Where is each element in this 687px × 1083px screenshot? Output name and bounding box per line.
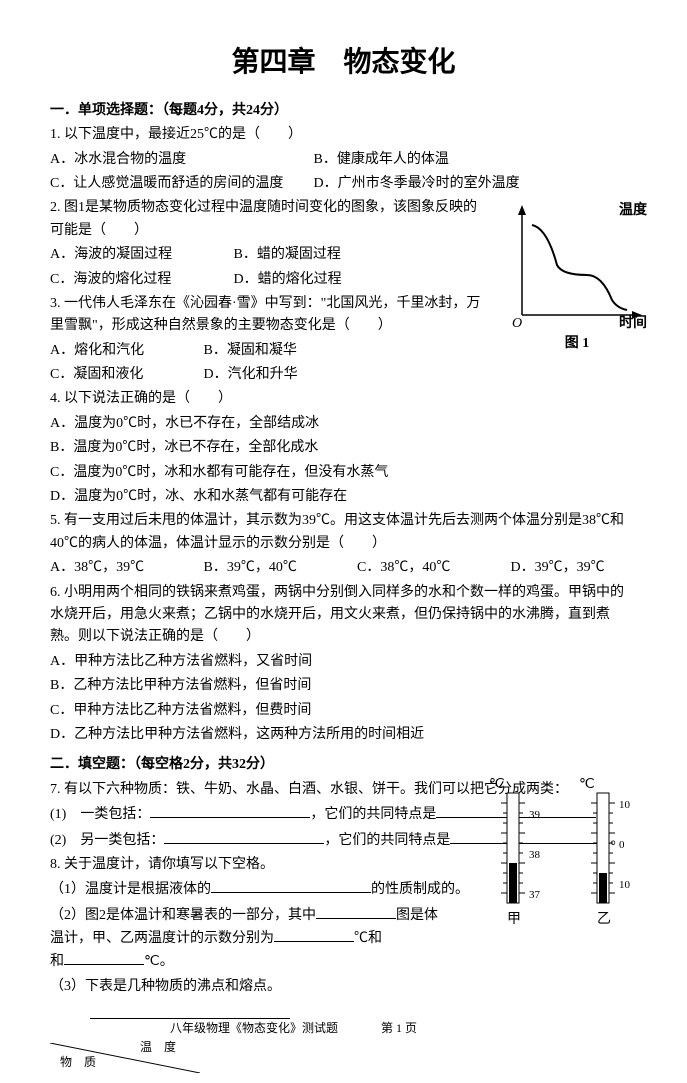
fig2-jia-tick-0: 39 xyxy=(529,809,541,821)
q6-opt-c: C．甲种方法比乙种方法省燃料，但费时间 xyxy=(50,700,637,722)
figure-2: ℃ 39 38 37 甲 ℃ xyxy=(467,773,647,941)
footer-label: 八年级物理《物态变化》测试题 xyxy=(170,1019,338,1038)
q1-opt-b: B．健康成年人的体温 xyxy=(314,149,574,171)
fig2-jia-tick-2: 37 xyxy=(529,889,541,901)
fig2-yi-tick-1: 0 xyxy=(619,839,625,851)
q7-line2a: (2) 另一类包括： xyxy=(50,833,164,848)
fig2-jia-label: 甲 xyxy=(507,912,521,927)
q8-line2d: ℃。 xyxy=(144,954,174,969)
figure-1: 温度 O 时间 图 1 xyxy=(507,200,647,356)
q5-opt-a: A．38℃，39℃ xyxy=(50,557,180,579)
q1-opt-a: A．冰水混合物的温度 xyxy=(50,149,310,171)
fig1-origin: O xyxy=(512,313,522,335)
fig2-yi-tick-0: 10 xyxy=(619,799,631,811)
fig1-xlabel: 时间 xyxy=(619,313,647,335)
q3-opt-d: D．汽化和升华 xyxy=(204,367,298,382)
q6-opt-a: A．甲种方法比乙种方法省燃料，又省时间 xyxy=(50,651,637,673)
q8-line1a: （1）温度计是根据液体的 xyxy=(50,882,211,897)
fig2-yi-tick-2: 10 xyxy=(619,879,631,891)
q7-line1b: ，它们的共同特点是 xyxy=(310,807,436,822)
section1-header: 一．单项选择题：（每题4分，共24分） xyxy=(50,100,637,122)
q4-opt-b: B．温度为0℃时，冰已不存在，全部化成水 xyxy=(50,437,637,459)
q7-line1a: (1) 一类包括： xyxy=(50,807,150,822)
q6-opt-d: D．乙种方法比甲种方法省燃料，这两种方法所用的时间相近 xyxy=(50,724,637,746)
fig2-unit-jia: ℃ xyxy=(489,777,505,792)
q8-line2c: ℃和 xyxy=(354,931,382,946)
q5-opt-b: B．39℃，40℃ xyxy=(204,557,334,579)
q3-opt-b: B．凝固和凝华 xyxy=(204,343,297,358)
blank xyxy=(64,950,144,965)
q3-opt-a: A．熔化和汽化 xyxy=(50,340,180,362)
q1-opt-d: D．广州市冬季最冷时的室外温度 xyxy=(314,173,574,195)
q5-opt-c: C．38℃，40℃ xyxy=(357,557,487,579)
q8-line3: （3）下表是几种物质的沸点和熔点。 xyxy=(50,976,637,998)
blank xyxy=(316,904,396,919)
fig1-ylabel: 温度 xyxy=(619,200,647,222)
q2-opt-b: B．蜡的凝固过程 xyxy=(234,247,341,262)
footer-page: 第 1 页 xyxy=(381,1021,417,1035)
q2-opt-c: C．海波的熔化过程 xyxy=(50,269,210,291)
fig2-jia-tick-1: 38 xyxy=(529,849,541,861)
q6-opt-b: B．乙种方法比甲种方法省燃料，但省时间 xyxy=(50,675,637,697)
q2-opt-d: D．蜡的熔化过程 xyxy=(234,272,342,287)
q7-line2b: ，它们的共同特点是 xyxy=(324,833,450,848)
q1-opt-c: C．让人感觉温暖而舒适的房间的温度 xyxy=(50,173,310,195)
blank xyxy=(164,829,324,844)
q5-opt-d: D．39℃，39℃ xyxy=(511,560,605,575)
blank xyxy=(274,927,354,942)
fig2-yi-label: 乙 xyxy=(597,911,611,927)
page-footer: 八年级物理《物态变化》测试题 第 1 页 物 质 温 度 xyxy=(50,1018,637,1038)
q8-line1b: 的性质制成的。 xyxy=(371,882,469,897)
q5-text: 5. 有一支用过后未甩的体温计，其示数为39℃。用这支体温计先后去测两个体温分别… xyxy=(50,510,637,555)
q6-text: 6. 小明用两个相同的铁锅来煮鸡蛋，两锅中分别倒入同样多的水和个数一样的鸡蛋。甲… xyxy=(50,582,637,649)
q3-opt-c: C．凝固和液化 xyxy=(50,364,180,386)
q4-text: 4. 以下说法正确的是（ ） xyxy=(50,388,637,410)
q4-opt-d: D．温度为0℃时，冰、水和水蒸气都有可能存在 xyxy=(50,486,637,508)
blank xyxy=(150,803,310,818)
q1-text: 1. 以下温度中，最接近25℃的是（ ） xyxy=(50,124,637,146)
fig2-unit-yi: ℃ xyxy=(579,777,595,792)
blank xyxy=(211,878,371,893)
q4-opt-c: C．温度为0℃时，冰和水都有可能存在，但没有水蒸气 xyxy=(50,462,637,484)
page-title: 第四章 物态变化 xyxy=(50,40,637,85)
q2-opt-a: A．海波的凝固过程 xyxy=(50,244,210,266)
q8-line2a: （2）图2是体温计和寒暑表的一部分，其中 xyxy=(50,908,316,923)
q4-opt-a: A．温度为0℃时，水已不存在，全部结成冰 xyxy=(50,413,637,435)
